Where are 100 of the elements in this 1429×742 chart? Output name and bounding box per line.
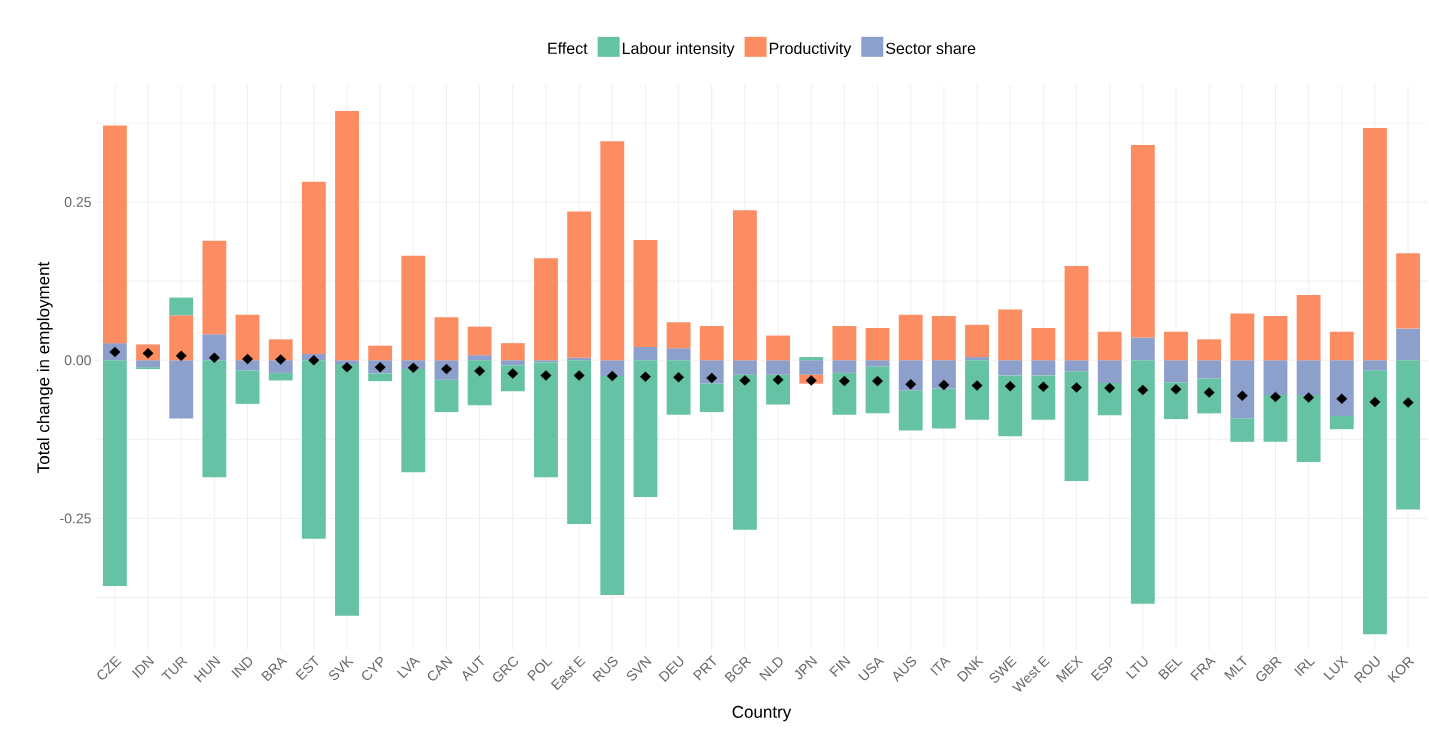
x-tick-label: IRL xyxy=(1294,658,1316,677)
bar xyxy=(633,346,658,361)
bar xyxy=(368,373,393,382)
bar xyxy=(1396,253,1421,329)
bar xyxy=(931,388,956,429)
bar xyxy=(965,324,989,358)
bar xyxy=(1097,360,1122,383)
x-tick-label: POL xyxy=(527,658,553,681)
bar xyxy=(865,360,890,367)
bar xyxy=(335,364,359,616)
y-tick-label: 0.25 xyxy=(64,197,91,208)
bar xyxy=(998,360,1023,376)
bar xyxy=(799,357,824,361)
bar xyxy=(434,317,459,361)
bar xyxy=(202,240,227,335)
x-tick-label: BRA xyxy=(261,657,288,682)
bar xyxy=(1296,360,1321,396)
bar xyxy=(666,348,691,361)
bar xyxy=(699,326,724,361)
bar xyxy=(301,181,326,354)
bar xyxy=(732,210,757,361)
bar xyxy=(1031,375,1056,420)
point xyxy=(1336,393,1348,405)
legend-label: Labour intensity xyxy=(622,42,735,58)
bar xyxy=(169,360,194,419)
bar xyxy=(102,360,127,587)
x-tick-label: ITA xyxy=(930,657,951,676)
bar xyxy=(1363,128,1387,361)
bar xyxy=(1130,360,1155,604)
y-axis-title: Total change in employment xyxy=(36,261,53,473)
x-tick-label: IND xyxy=(231,657,253,678)
bar xyxy=(666,360,691,415)
bar xyxy=(865,366,890,414)
point xyxy=(1104,382,1116,394)
point xyxy=(441,363,452,375)
point xyxy=(142,348,154,359)
x-tick-label: FRA xyxy=(1190,657,1216,681)
bar xyxy=(1164,360,1188,383)
bar xyxy=(832,372,857,415)
bar xyxy=(401,255,426,361)
bar xyxy=(898,314,923,361)
bar xyxy=(401,369,426,473)
bar xyxy=(998,309,1023,361)
x-tick-label: IDN xyxy=(131,655,155,678)
point xyxy=(1402,397,1414,408)
point xyxy=(242,353,253,365)
x-tick-label: LVA xyxy=(396,657,421,679)
bar xyxy=(699,383,724,413)
bar xyxy=(136,360,160,368)
bar xyxy=(467,326,492,356)
bar xyxy=(1296,295,1321,361)
bar xyxy=(1230,418,1255,442)
point xyxy=(739,375,751,386)
point xyxy=(1270,391,1281,403)
point xyxy=(1004,380,1016,392)
bar xyxy=(235,370,260,404)
bar xyxy=(1329,415,1354,430)
point xyxy=(308,355,320,366)
bar xyxy=(600,360,625,377)
bar xyxy=(1396,328,1421,361)
bar xyxy=(534,258,558,361)
bar xyxy=(1230,313,1255,361)
bar xyxy=(1197,360,1222,379)
bar xyxy=(202,360,227,478)
bar xyxy=(1230,360,1255,419)
bar xyxy=(102,125,127,344)
point xyxy=(1071,382,1082,393)
bar xyxy=(500,360,525,366)
bar xyxy=(1064,360,1089,372)
point xyxy=(971,380,983,391)
bar xyxy=(268,360,293,373)
point xyxy=(838,375,850,387)
x-tick-label: USA xyxy=(858,657,885,681)
bar xyxy=(368,345,393,361)
bar xyxy=(1329,331,1354,361)
bar xyxy=(666,322,691,349)
bar xyxy=(633,240,658,347)
bar xyxy=(600,376,625,595)
bar xyxy=(633,360,658,497)
bar xyxy=(1164,382,1188,420)
bar xyxy=(1197,339,1222,361)
point xyxy=(938,379,950,391)
bar xyxy=(335,360,359,365)
x-axis-title: Country xyxy=(732,705,792,722)
point xyxy=(374,361,386,373)
bar xyxy=(898,390,923,431)
bar xyxy=(1296,395,1321,463)
x-tick-label: TUR xyxy=(161,656,188,680)
bar xyxy=(335,110,359,361)
bar xyxy=(732,374,757,530)
point xyxy=(905,379,917,390)
point xyxy=(1303,392,1315,403)
point xyxy=(208,352,220,363)
bar xyxy=(1263,395,1288,442)
bar xyxy=(567,211,592,358)
point xyxy=(275,354,287,365)
bar xyxy=(1263,315,1288,361)
bar xyxy=(600,141,625,361)
bar xyxy=(799,360,824,375)
point xyxy=(474,365,486,377)
